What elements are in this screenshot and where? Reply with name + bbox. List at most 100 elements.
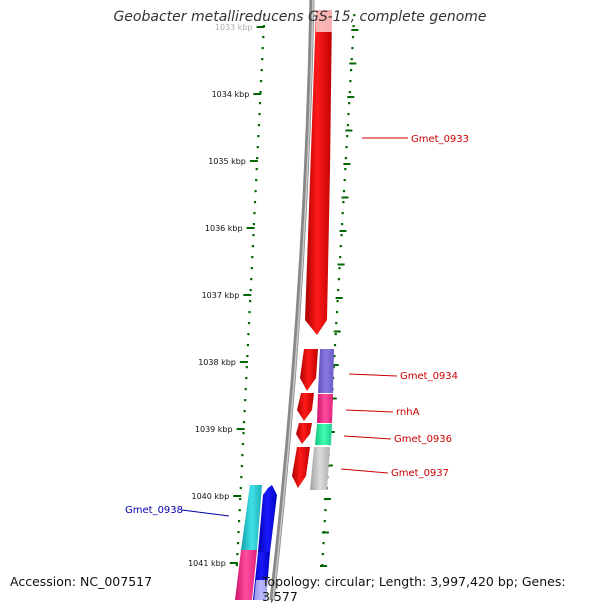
track-dot-left [241,443,244,446]
tick-label: 1041 kbp [188,559,226,568]
gene-rnhA[interactable] [297,393,333,423]
track-dot-right [344,168,347,171]
gene-Gmet_0934[interactable] [300,349,334,393]
track-dot-left [242,421,246,424]
track-dot-right [323,520,326,523]
track-dot-right [340,234,343,237]
track-dot-right [322,542,325,545]
track-dot-right [334,333,337,336]
gene-Gmet_0933[interactable] [305,10,332,335]
track-dot-right [353,14,356,17]
gene-Gmet_0938[interactable] [235,485,277,600]
backbone-highlight [272,0,314,600]
genome-title: Geobacter metallireducens GS-15, complet… [113,9,487,25]
tick-label: 1038 kbp [198,358,236,367]
track-dot-left [252,223,255,226]
track-dot-left [248,311,251,314]
track-dot-left [250,267,253,270]
track-dot-left [245,366,248,369]
track-dot-left [238,520,241,523]
track-dot-right [333,344,337,347]
gene-Gmet_0937[interactable] [292,447,330,490]
track-dot-left [253,212,256,215]
track-dot-left [256,146,259,149]
track-dot-left [256,157,259,160]
leader-Gmet_0937 [340,468,389,474]
track-dot-right [342,190,346,193]
track-dot-left [262,36,265,39]
track-dot-left [236,542,240,545]
track-dot-right [324,509,327,512]
track-dot-left [246,355,249,358]
tick-label: 1040 kbp [191,492,229,501]
track-dot-left [235,564,238,567]
track-dot-left [251,256,254,259]
track-dot-left [252,234,255,237]
track-dot-right [341,223,344,226]
tick-label: 1034 kbp [212,90,250,99]
track-dot-left [255,168,258,171]
track-dot-left [237,531,240,534]
track-dot-right [351,36,355,39]
track-dot-left [236,553,239,556]
tick-label: 1039 kbp [195,425,233,434]
track-dot-left [241,454,244,457]
track-dot-left [239,498,242,501]
track-dot-left [246,344,249,347]
gene-labels: Gmet_0933 Gmet_0934 rnhA Gmet_0936 Gmet_… [125,134,469,517]
track-dot-right [346,124,349,127]
track-dot-right [335,311,339,314]
label-rnhA: rnhA [396,407,420,418]
track-dot-left [251,245,254,248]
leader-Gmet_0938 [181,509,230,517]
track-dot-right [352,25,355,28]
track-dot-right [337,278,340,281]
track-dot-left [253,201,257,204]
track-dot-left [244,388,247,391]
track-dot-right [342,201,345,204]
track-dot-right [332,366,335,369]
track-dot-left [243,410,246,413]
track-dot-left [240,476,243,479]
tick-label: 1033 kbp [215,23,253,32]
track-dot-left [242,432,245,435]
tick-label: 1037 kbp [202,291,240,300]
label-Gmet_0934: Gmet_0934 [400,371,458,382]
track-dot-left [263,14,266,17]
track-dot-left [257,124,260,127]
track-dot-right [321,553,324,556]
track-dot-left [249,300,252,303]
track-dot-right [339,256,342,259]
accession-text: Accession: NC_007517 [10,574,153,589]
gene-Gmet_0936[interactable] [296,423,332,445]
track-dot-right [339,245,342,248]
tick-label: 1035 kbp [208,157,246,166]
track-dot-left [261,47,264,50]
track-dot-left [254,190,257,193]
leader-Gmet_0934 [348,373,398,377]
label-Gmet_0936: Gmet_0936 [394,434,452,445]
track-dot-left [240,465,243,468]
track-dot-right [336,300,339,303]
track-dot-left [259,91,262,94]
track-dot-right [348,102,351,105]
track-dot-right [338,267,341,270]
track-dot-left [238,509,241,512]
track-dot-right [346,135,349,138]
track-dot-left [250,278,253,281]
track-dot-right [337,289,340,292]
track-dot-right [344,157,347,160]
leader-rnhA [345,409,394,413]
track-dot-left [244,399,247,402]
track-dot-right [335,322,338,325]
track-dot-left [261,58,264,61]
track-dot-right [345,146,348,149]
track-dot-left [249,289,252,292]
track-dot-left [239,487,242,490]
leader-Gmet_0936 [343,435,392,440]
track-dot-right [351,47,354,50]
track-dot-left [247,333,250,336]
track-dot-left [257,135,260,138]
tick-label: 1036 kbp [205,224,243,233]
